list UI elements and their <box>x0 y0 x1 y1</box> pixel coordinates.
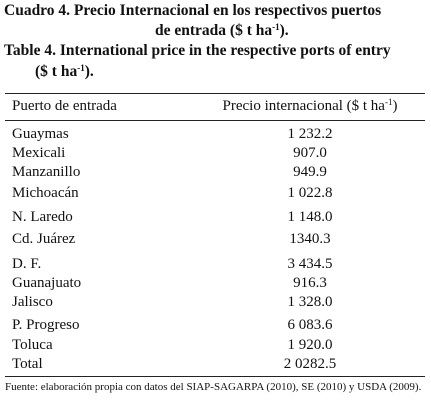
text: de entrada ($ t ha <box>155 22 273 39</box>
text: ). <box>279 22 289 39</box>
caption-es-line1: Cuadro 4. Precio Internacional en los re… <box>4 2 382 19</box>
price-cell: 1 232.2 <box>287 126 333 142</box>
port-cell: Cd. Juárez <box>12 231 76 247</box>
caption-en-line2: ($ t ha-1). <box>35 63 94 81</box>
text: ) <box>392 98 398 114</box>
text: ). <box>84 63 94 80</box>
price-cell: 907.0 <box>293 145 327 161</box>
price-cell: 1 022.8 <box>287 185 333 201</box>
port-cell: Jalisco <box>12 294 53 310</box>
price-cell: 1 328.0 <box>287 294 333 310</box>
price-cell: 3 434.5 <box>287 256 333 272</box>
port-cell: Total <box>12 356 43 372</box>
port-cell: Guanajuato <box>12 275 82 291</box>
price-cell: 949.9 <box>293 164 327 180</box>
port-cell: N. Laredo <box>12 209 73 225</box>
price-cell: 1340.3 <box>289 231 331 247</box>
port-cell: Mexicali <box>12 145 66 161</box>
price-cell: 2 0282.5 <box>283 356 337 372</box>
superscript: -1 <box>272 22 280 32</box>
footnote: Fuente: elaboración propia con datos del… <box>5 381 422 393</box>
port-cell: Toluca <box>12 337 53 353</box>
caption-es-line2: de entrada ($ t ha-1). <box>155 22 289 40</box>
price-cell: 1 148.0 <box>287 209 333 225</box>
text: ($ t ha <box>35 63 78 80</box>
superscript: -1 <box>384 97 393 107</box>
bottom-rule <box>5 376 425 377</box>
header-rule <box>5 120 425 121</box>
price-cell: 916.3 <box>293 275 327 291</box>
top-rule <box>5 93 425 94</box>
text: Precio internacional ($ t ha <box>222 98 385 114</box>
port-cell: Manzanillo <box>12 164 81 180</box>
header-cell: Precio internacional ($ t ha-1) <box>200 98 420 115</box>
caption-en-line1: Table 4. International price in the resp… <box>4 42 391 59</box>
header-cell: Puerto de entrada <box>12 98 117 114</box>
price-cell: 1 920.0 <box>287 337 333 353</box>
price-cell: 6 083.6 <box>287 317 333 333</box>
port-cell: Michoacán <box>12 185 79 201</box>
port-cell: D. F. <box>12 256 42 272</box>
port-cell: P. Progreso <box>12 317 80 333</box>
superscript: -1 <box>77 63 85 73</box>
port-cell: Guaymas <box>12 126 69 142</box>
